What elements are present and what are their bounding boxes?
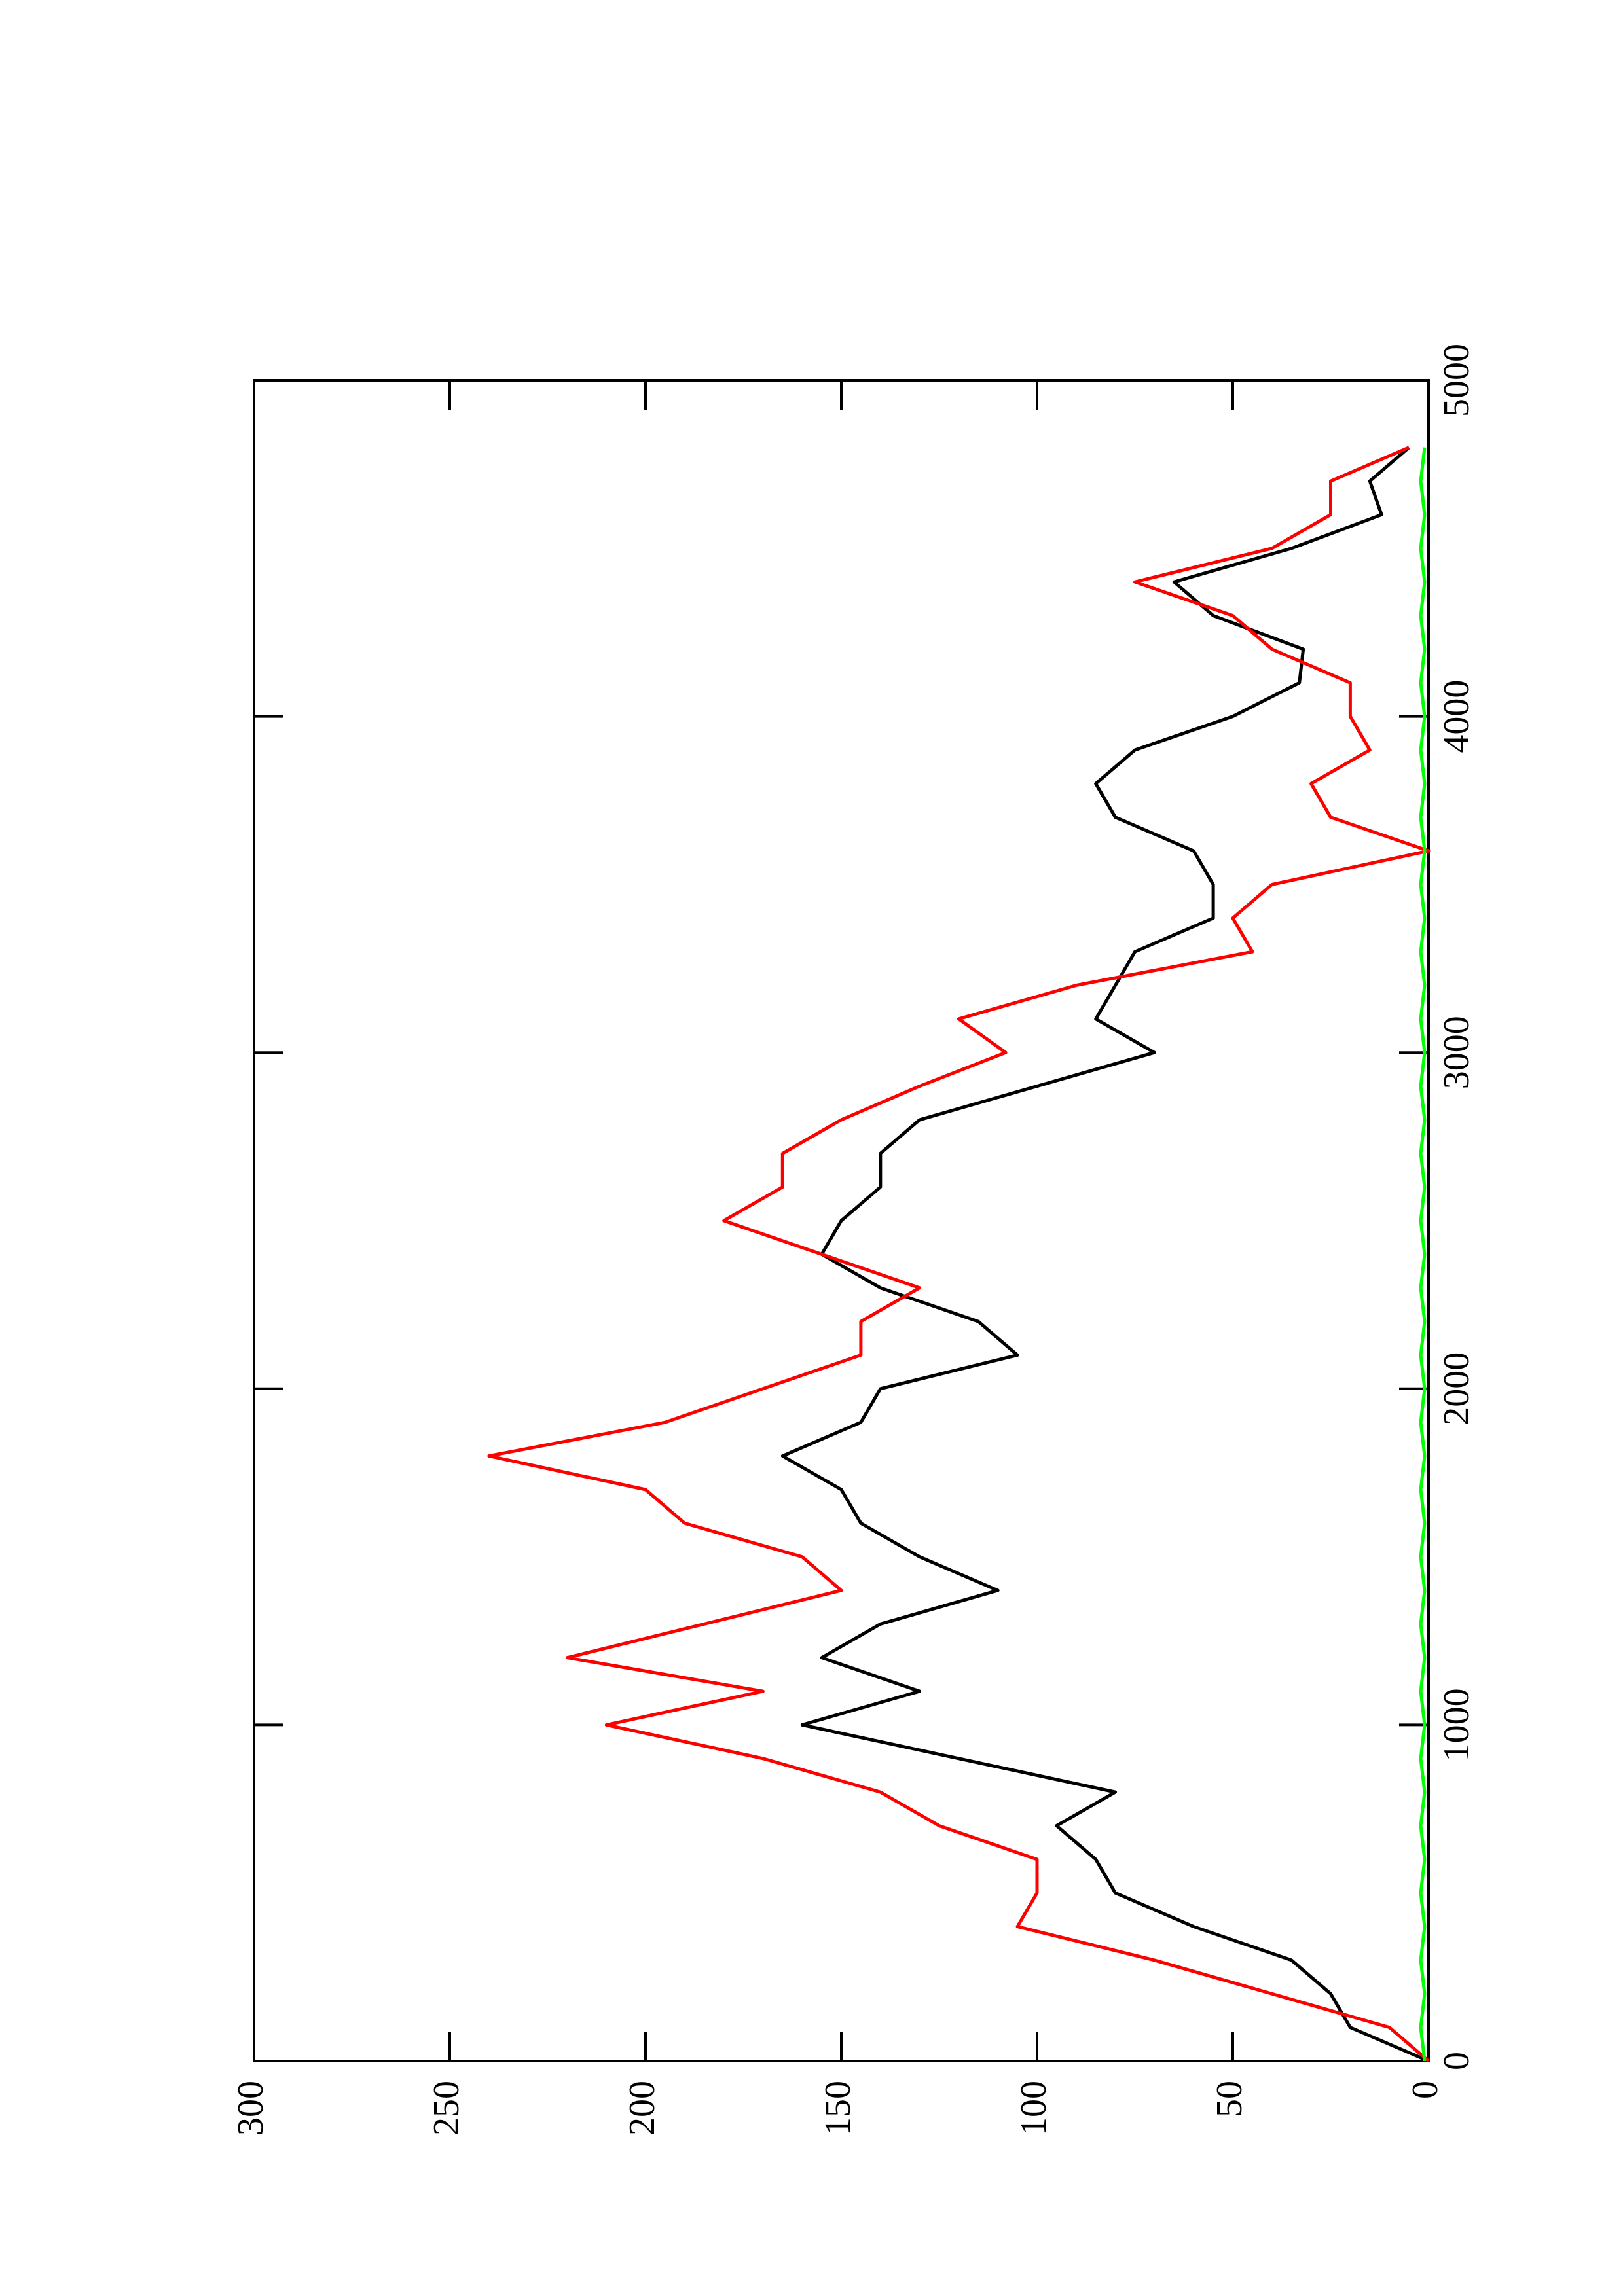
series-line [1419,447,1427,2062]
x-tick-label: 0 [1436,2052,1477,2070]
x-tick-label: 5000 [1436,344,1477,417]
x-tick-label: 3000 [1436,1016,1477,1089]
x-tick-label: 1000 [1436,1688,1477,1761]
y-tick-label: 0 [1405,2081,1446,2099]
y-tick-label: 150 [818,2081,858,2136]
y-tick-label: 300 [230,2081,271,2136]
y-tick-label: 200 [622,2081,663,2136]
y-tick-label: 250 [426,2081,467,2136]
y-tick-label: 100 [1013,2081,1054,2136]
series-line [487,446,1431,2062]
x-tick-label: 4000 [1436,680,1477,753]
x-tick-label: 2000 [1436,1352,1477,1426]
y-tick-label: 50 [1209,2081,1250,2117]
series-line [780,446,1429,2063]
